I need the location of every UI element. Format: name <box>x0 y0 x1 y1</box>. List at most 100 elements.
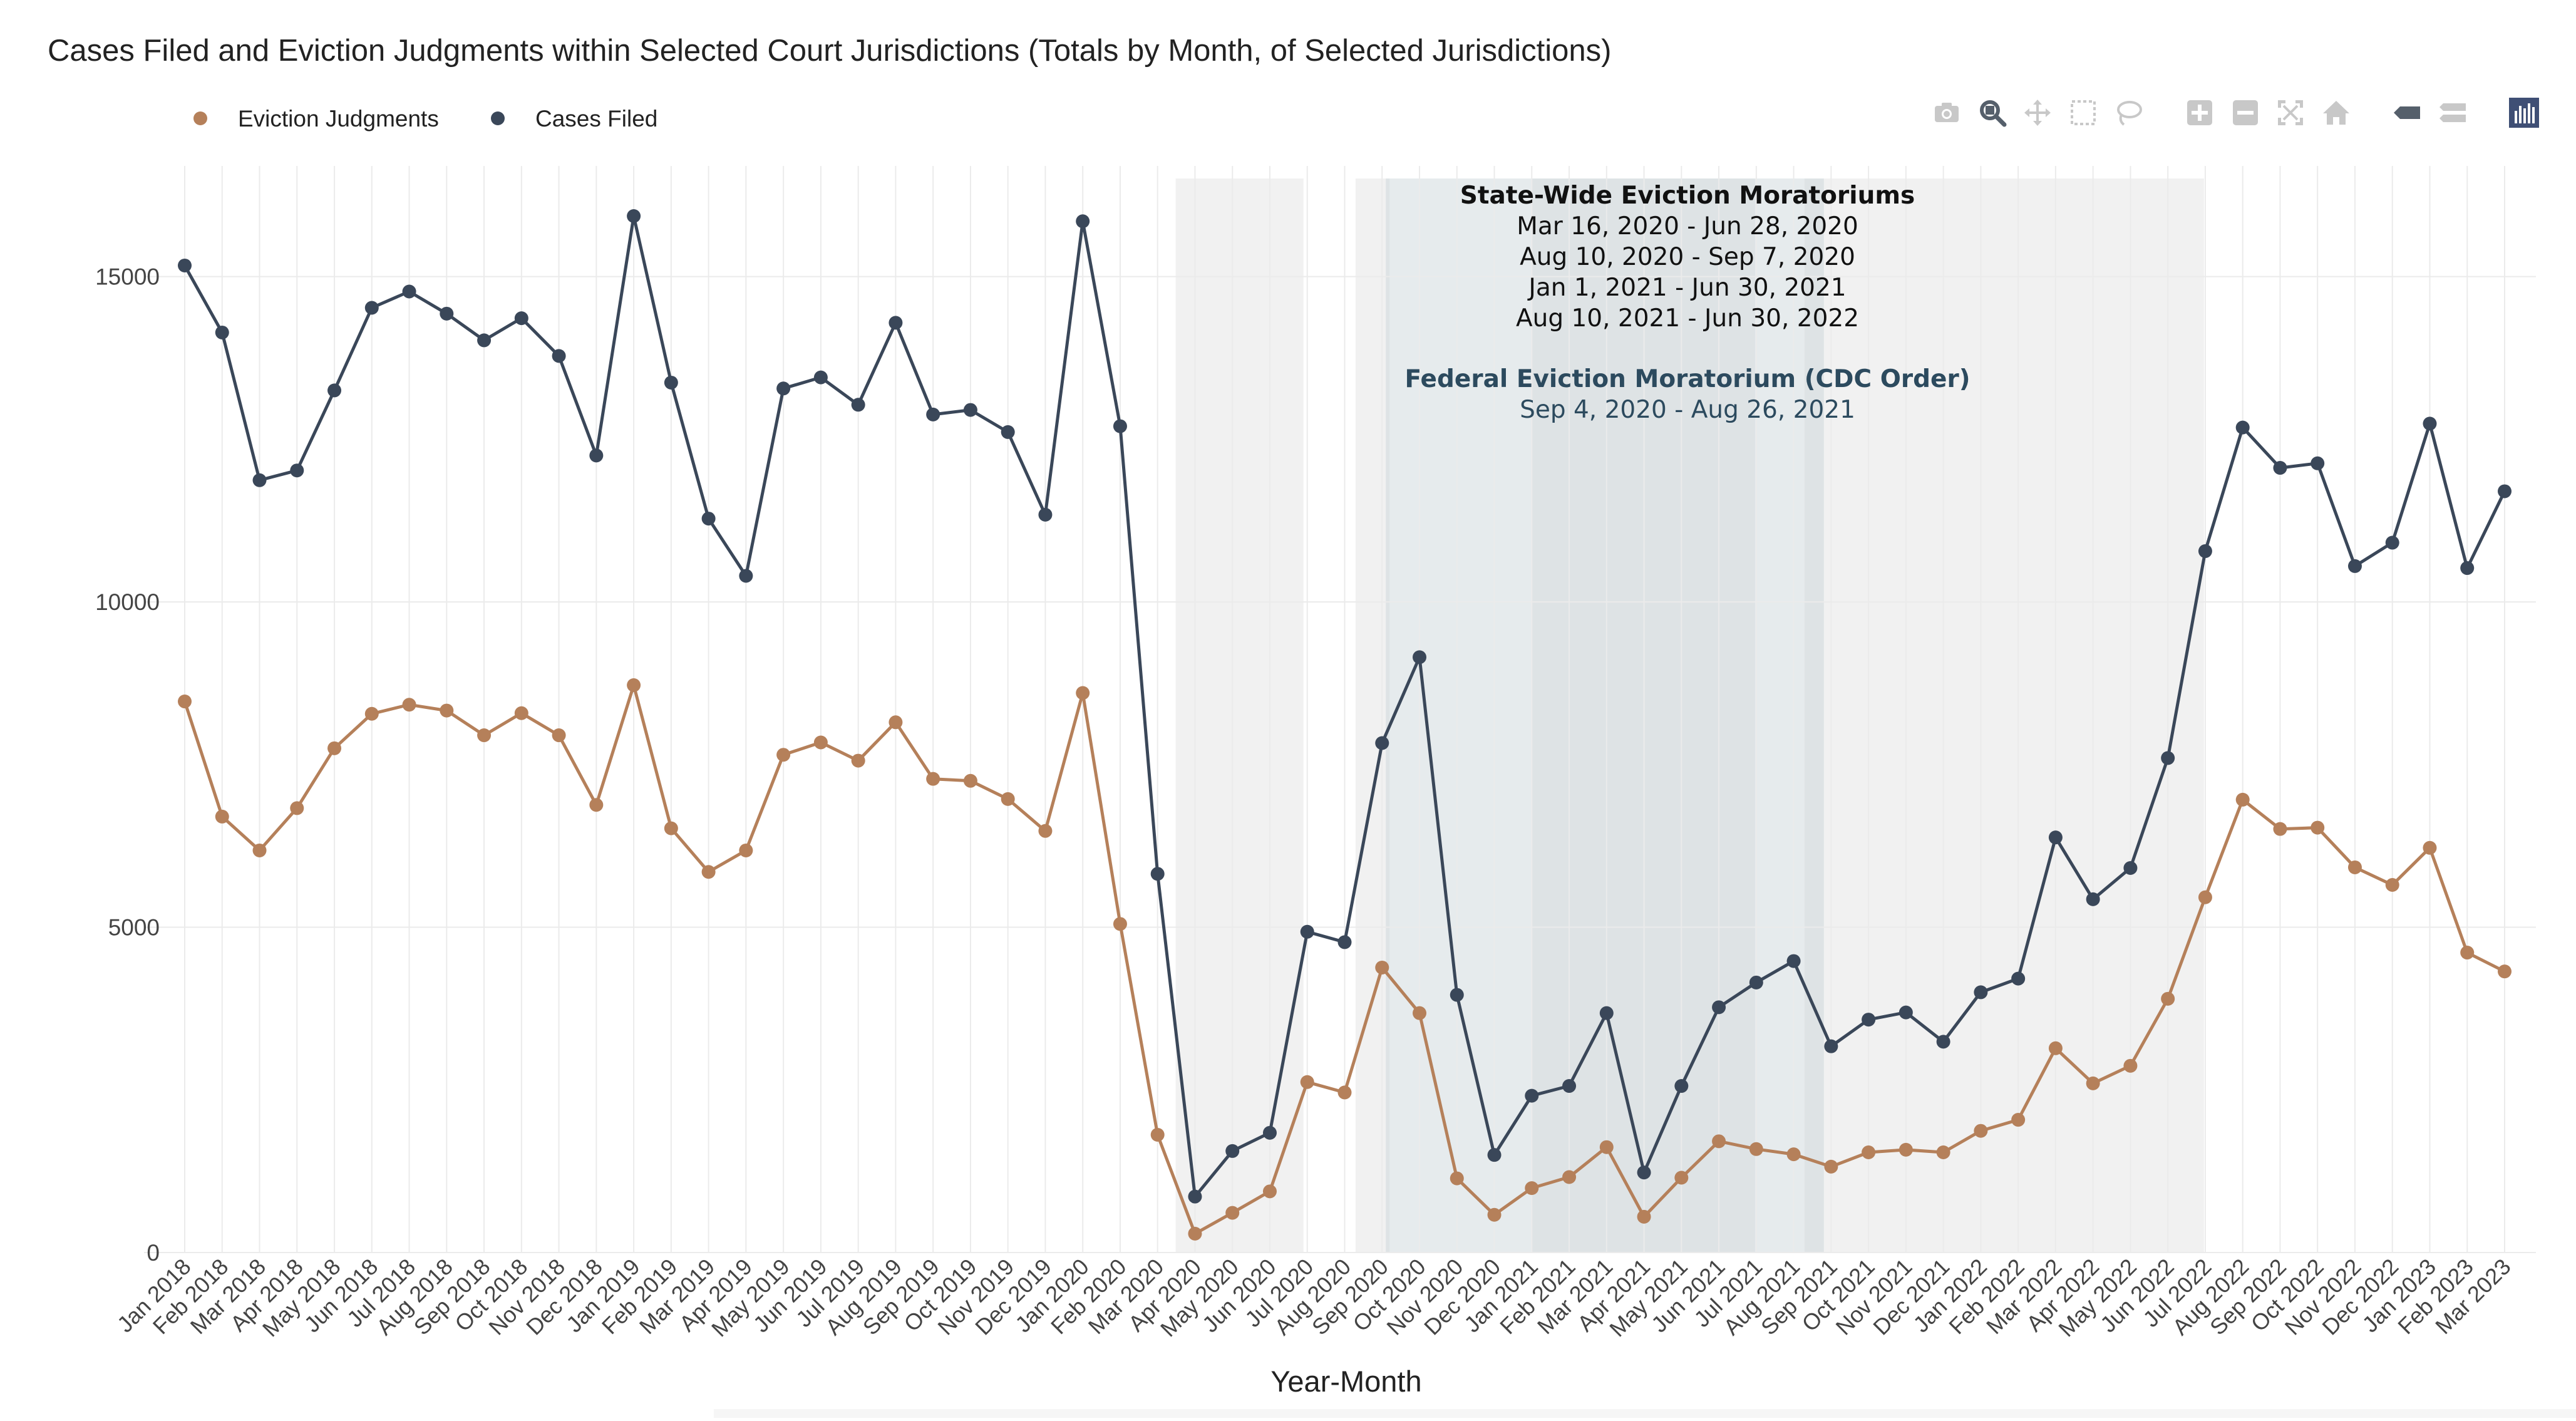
zoom-in-icon[interactable] <box>2182 94 2218 132</box>
data-point <box>327 383 342 398</box>
series-cases-filed <box>178 209 2512 1204</box>
data-point <box>1824 1159 1838 1174</box>
data-point <box>2198 890 2212 904</box>
data-point <box>963 403 977 417</box>
annotation-state-line: Aug 10, 2021 - Jun 30, 2022 <box>1516 304 1859 333</box>
lasso-icon[interactable] <box>2110 94 2147 132</box>
data-point <box>1150 1127 1165 1142</box>
data-point <box>2198 544 2212 559</box>
data-point <box>1599 1140 1614 1154</box>
data-point <box>1038 824 1053 838</box>
data-point <box>1225 1206 1240 1220</box>
data-point <box>1974 985 1988 1000</box>
data-point <box>402 698 416 712</box>
shaded-period <box>1804 178 2204 1253</box>
data-point <box>178 695 192 709</box>
data-point <box>1450 988 1464 1002</box>
annotation-state-line: Aug 10, 2020 - Sep 7, 2020 <box>1520 243 1855 271</box>
data-point <box>2423 840 2437 855</box>
data-point <box>2123 1058 2138 1073</box>
hover-closest-icon[interactable] <box>2389 94 2426 132</box>
autoscale-icon[interactable] <box>2272 94 2309 132</box>
annotation-federal-line: Sep 4, 2020 - Aug 26, 2021 <box>1520 396 1855 424</box>
data-point <box>1674 1170 1689 1185</box>
data-point <box>813 370 828 385</box>
zoom-out-icon[interactable] <box>2227 94 2264 132</box>
data-point <box>2161 751 2175 765</box>
data-point <box>2498 964 2512 979</box>
chart-title: Cases Filed and Eviction Judgments withi… <box>48 34 1611 68</box>
data-point <box>514 311 528 326</box>
data-point <box>1712 1000 1726 1015</box>
data-point <box>2423 416 2437 431</box>
data-point <box>1337 1085 1352 1100</box>
data-point <box>1262 1125 1277 1140</box>
plotly-logo-icon[interactable] <box>2505 94 2542 132</box>
data-point <box>477 728 492 743</box>
data-point <box>739 843 753 857</box>
data-point <box>701 512 716 526</box>
data-point <box>1974 1124 1988 1138</box>
data-point <box>1001 425 1015 439</box>
x-axis-title: Year-Month <box>1270 1365 1421 1398</box>
data-point <box>1450 1171 1464 1186</box>
box-select-icon[interactable] <box>2065 94 2102 132</box>
data-point <box>963 773 977 788</box>
data-point <box>2235 792 2250 807</box>
data-point <box>215 325 229 339</box>
data-point <box>664 375 678 390</box>
data-point <box>402 284 416 299</box>
shaded-period <box>1355 178 1390 1253</box>
data-point <box>1300 924 1314 939</box>
reset-axes-icon[interactable] <box>2317 94 2354 132</box>
data-point <box>440 306 454 321</box>
hover-compare-icon[interactable] <box>2434 94 2471 132</box>
data-point <box>2011 971 2026 986</box>
data-point <box>1413 650 1427 664</box>
data-point <box>178 258 192 272</box>
y-axis: 0 5000 10000 15000 <box>95 264 160 1266</box>
data-point <box>290 801 304 815</box>
data-point <box>1300 1075 1314 1089</box>
data-point <box>252 473 267 487</box>
data-point <box>252 843 267 857</box>
data-point <box>1899 1142 1913 1157</box>
data-point <box>1862 1145 1876 1160</box>
camera-icon[interactable] <box>1929 94 1965 132</box>
data-point <box>1337 935 1352 949</box>
data-point <box>851 398 865 412</box>
y-tick-label: 0 <box>147 1240 160 1266</box>
annotation-state-line: Jan 1, 2021 - Jun 30, 2021 <box>1527 274 1846 302</box>
data-point <box>364 301 379 315</box>
data-point <box>1637 1165 1651 1180</box>
data-point <box>1749 975 1763 990</box>
data-point <box>1487 1148 1502 1162</box>
data-point <box>2086 892 2100 906</box>
data-point <box>1936 1145 1950 1160</box>
data-point <box>1225 1144 1240 1158</box>
data-point <box>1262 1184 1277 1199</box>
pan-icon[interactable] <box>2019 94 2056 132</box>
legend-label: Cases Filed <box>535 106 657 132</box>
data-point <box>1562 1079 1577 1093</box>
data-point <box>589 798 604 812</box>
data-point <box>889 715 903 730</box>
data-point <box>1001 792 1015 806</box>
data-point <box>1113 419 1127 433</box>
annotation-state-line: Mar 16, 2020 - Jun 28, 2020 <box>1517 212 1858 240</box>
zoom-icon[interactable] <box>1974 94 2011 132</box>
data-point <box>1525 1181 1539 1196</box>
data-point <box>2347 860 2362 874</box>
data-point <box>701 865 716 879</box>
data-point <box>1562 1170 1577 1184</box>
data-point <box>1936 1035 1950 1049</box>
data-point <box>1413 1006 1427 1020</box>
data-point <box>2123 860 2138 875</box>
moratorium-shading <box>1175 178 2204 1253</box>
y-tick-label: 10000 <box>95 589 160 615</box>
data-point <box>739 569 753 583</box>
legend-marker <box>193 111 207 125</box>
data-point <box>1749 1142 1763 1156</box>
